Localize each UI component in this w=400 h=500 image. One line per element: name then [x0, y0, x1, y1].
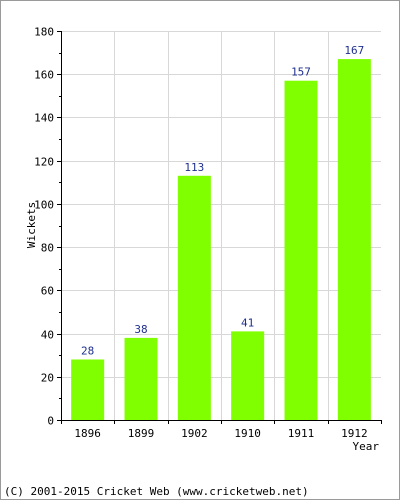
bar [177, 175, 211, 420]
value-labels: 28 38 113 41 157 167 [81, 44, 364, 357]
y-tick-label: 160 [34, 69, 54, 82]
x-tick-label: 1902 [181, 427, 208, 440]
axes: 0 20 40 60 80 100 120 140 160 180 1896 1899 1902 1910… [34, 26, 382, 440]
bar [124, 337, 158, 420]
bar-value-label: 38 [134, 323, 147, 336]
bar-value-label: 167 [344, 44, 364, 57]
y-tick-label: 100 [34, 199, 54, 212]
x-tick-label: 1911 [288, 427, 315, 440]
y-tick-label: 180 [34, 26, 54, 39]
x-tick-label: 1912 [341, 427, 368, 440]
bar-value-label: 157 [291, 66, 311, 79]
bar [231, 331, 265, 420]
y-tick-label: 120 [34, 156, 54, 169]
bar [71, 359, 105, 420]
bar [337, 59, 371, 420]
x-tick-label: 1910 [234, 427, 261, 440]
y-tick-label: 20 [41, 372, 54, 385]
y-tick-label: 80 [41, 242, 54, 255]
y-tick-label: 0 [47, 415, 54, 428]
x-axis-title: Year [353, 440, 380, 453]
y-tick-label: 40 [41, 329, 54, 342]
y-tick-label: 60 [41, 285, 54, 298]
bar-value-label: 41 [241, 316, 254, 329]
x-tick-label: 1896 [74, 427, 101, 440]
gridlines [61, 31, 381, 420]
y-axis-title: Wickets [25, 202, 38, 248]
bars [71, 59, 371, 420]
bar-value-label: 113 [184, 161, 204, 174]
y-tick-label: 140 [34, 112, 54, 125]
bar-value-label: 28 [81, 344, 94, 357]
x-tick-label: 1899 [128, 427, 155, 440]
bar [284, 80, 318, 420]
copyright-footer: (C) 2001-2015 Cricket Web (www.cricketwe… [4, 485, 309, 498]
